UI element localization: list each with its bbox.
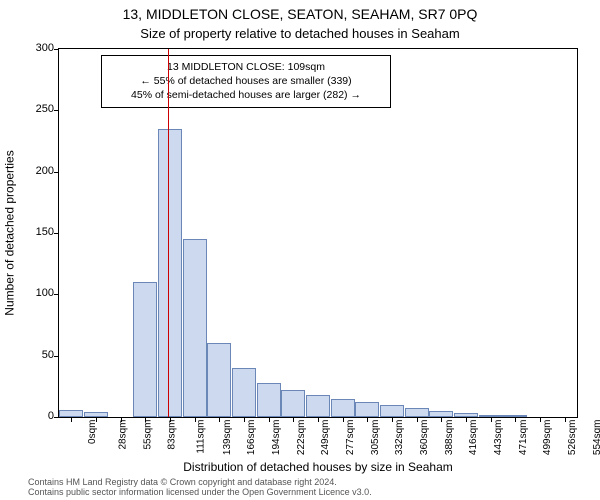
histogram-bar: [257, 383, 281, 417]
histogram-bar: [59, 410, 83, 417]
legend-line-3: 45% of semi-detached houses are larger (…: [110, 88, 382, 102]
y-tick-label: 300: [14, 42, 54, 54]
x-tick-label: 194sqm: [271, 420, 282, 456]
histogram-bar: [133, 282, 157, 417]
y-tick-label: 100: [14, 287, 54, 299]
x-tick: [441, 417, 442, 422]
x-tick: [417, 417, 418, 422]
histogram-bar: [306, 395, 330, 417]
x-tick: [145, 417, 146, 422]
x-tick-label: 471sqm: [518, 420, 529, 456]
x-tick-label: 499sqm: [542, 420, 553, 456]
x-tick: [540, 417, 541, 422]
x-tick: [195, 417, 196, 422]
x-tick-label: 139sqm: [222, 420, 233, 456]
histogram-bar: [355, 402, 379, 417]
x-axis-description: Distribution of detached houses by size …: [58, 460, 578, 474]
footer-line-2: Contains public sector information licen…: [28, 488, 372, 498]
histogram-bar: [380, 405, 404, 417]
x-tick-label: 388sqm: [444, 420, 455, 456]
chart-subtitle: Size of property relative to detached ho…: [0, 26, 600, 41]
x-tick-label: 554sqm: [592, 420, 600, 456]
x-tick-label: 416sqm: [468, 420, 479, 456]
x-tick-label: 28sqm: [118, 420, 129, 450]
x-tick: [343, 417, 344, 422]
y-tick-label: 50: [14, 349, 54, 361]
y-tick: [54, 356, 59, 357]
x-tick: [318, 417, 319, 422]
histogram-bar: [207, 343, 231, 417]
x-tick: [121, 417, 122, 422]
y-tick: [54, 233, 59, 234]
footer-attribution: Contains HM Land Registry data © Crown c…: [28, 478, 372, 498]
y-tick: [54, 110, 59, 111]
x-tick-label: 222sqm: [296, 420, 307, 456]
x-tick-label: 360sqm: [419, 420, 430, 456]
x-tick-label: 443sqm: [493, 420, 504, 456]
x-tick-label: 305sqm: [370, 420, 381, 456]
y-tick-label: 200: [14, 165, 54, 177]
x-tick-label: 166sqm: [246, 420, 257, 456]
histogram-bar: [281, 390, 305, 417]
histogram-bar: [158, 129, 182, 417]
x-tick-label: 277sqm: [345, 420, 356, 456]
x-tick: [244, 417, 245, 422]
x-tick-label: 0sqm: [87, 420, 98, 444]
y-tick: [54, 49, 59, 50]
x-tick-label: 526sqm: [567, 420, 578, 456]
x-tick: [392, 417, 393, 422]
x-tick-label: 332sqm: [394, 420, 405, 456]
x-tick-label: 249sqm: [320, 420, 331, 456]
histogram-bar: [183, 239, 207, 417]
x-tick-label: 111sqm: [196, 420, 207, 454]
chart-legend-box: 13 MIDDLETON CLOSE: 109sqm ← 55% of deta…: [101, 55, 391, 108]
x-tick-label: 83sqm: [167, 420, 178, 450]
address-title: 13, MIDDLETON CLOSE, SEATON, SEAHAM, SR7…: [0, 6, 600, 22]
x-tick: [491, 417, 492, 422]
y-tick-label: 250: [14, 103, 54, 115]
histogram-bar: [405, 408, 429, 417]
y-tick: [54, 172, 59, 173]
x-tick: [466, 417, 467, 422]
property-marker-line: [168, 49, 169, 417]
x-tick: [269, 417, 270, 422]
legend-line-1: 13 MIDDLETON CLOSE: 109sqm: [110, 60, 382, 74]
legend-line-2: ← 55% of detached houses are smaller (33…: [110, 74, 382, 88]
y-tick-label: 0: [14, 410, 54, 422]
x-tick: [565, 417, 566, 422]
x-tick: [96, 417, 97, 422]
y-tick: [54, 417, 59, 418]
histogram-bar: [331, 399, 355, 417]
x-tick: [219, 417, 220, 422]
x-tick: [71, 417, 72, 422]
histogram-bar: [232, 368, 256, 417]
x-tick: [293, 417, 294, 422]
chart-plot-area: 13 MIDDLETON CLOSE: 109sqm ← 55% of deta…: [58, 48, 578, 418]
y-tick-label: 150: [14, 226, 54, 238]
x-tick-label: 55sqm: [142, 420, 153, 450]
x-tick: [170, 417, 171, 422]
x-tick: [515, 417, 516, 422]
y-tick: [54, 294, 59, 295]
x-tick: [367, 417, 368, 422]
